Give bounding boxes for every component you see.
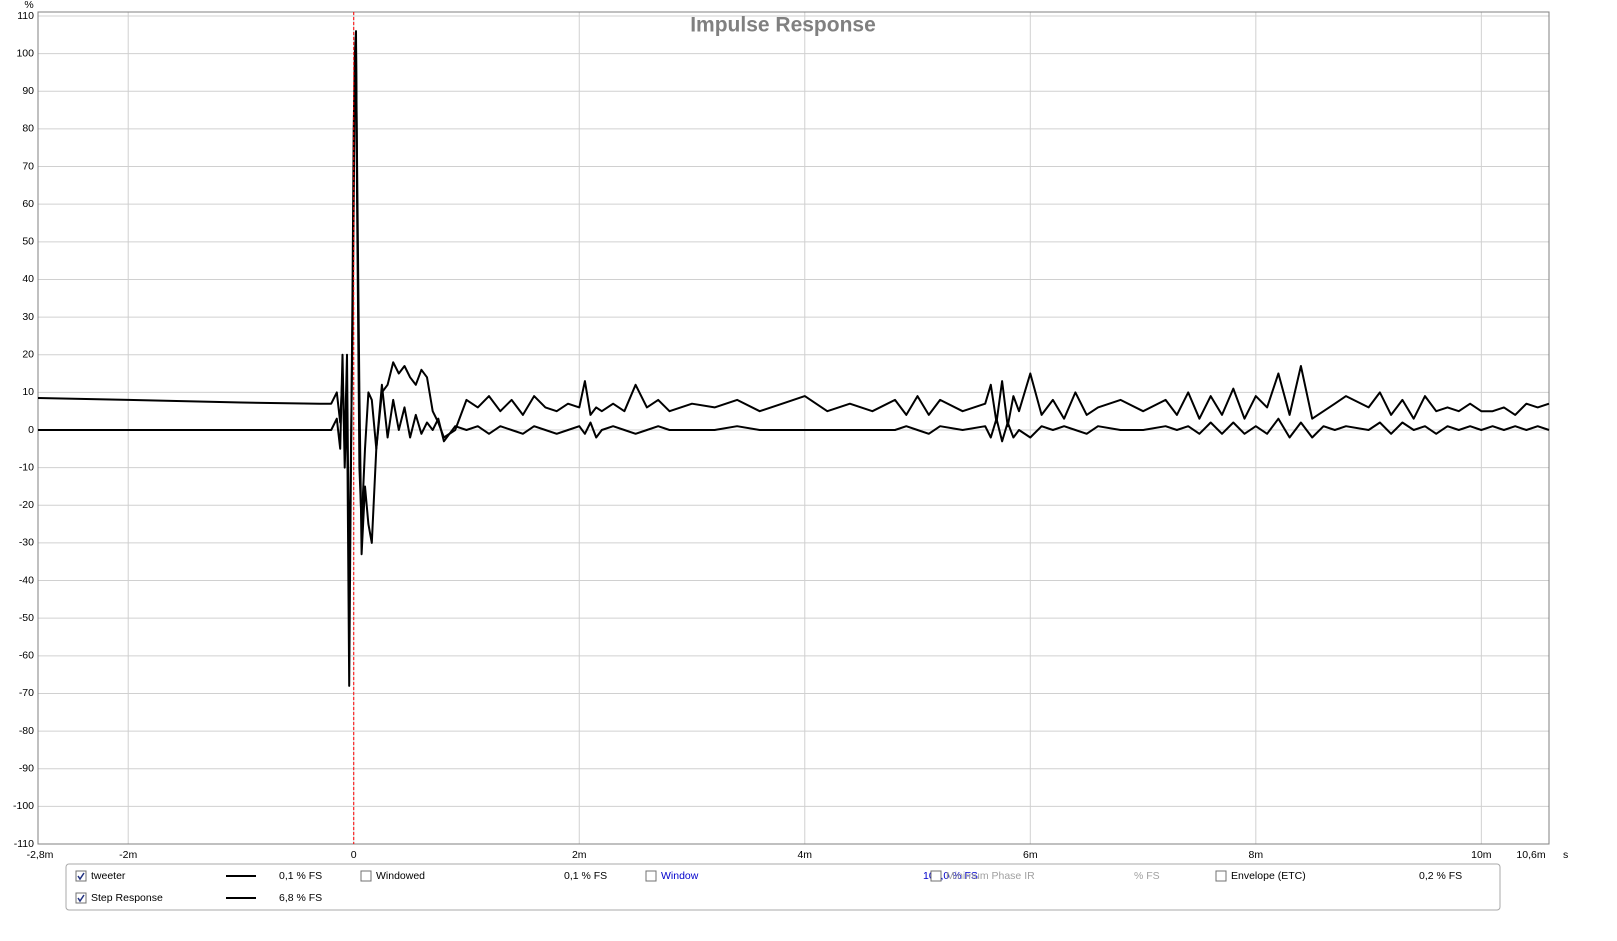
legend-panel bbox=[65, 863, 1501, 911]
y-tick-label: -40 bbox=[19, 574, 34, 586]
legend-label: tweeter bbox=[91, 870, 126, 882]
x-axis-unit: s bbox=[1563, 849, 1568, 861]
legend-item-label: Envelope (ETC) bbox=[1231, 870, 1306, 882]
y-tick-label: -50 bbox=[19, 612, 34, 624]
checkmark bbox=[77, 872, 85, 881]
checkbox[interactable] bbox=[1215, 870, 1227, 882]
chart-title: Impulse Response bbox=[690, 14, 876, 37]
x-tick-label: 6m bbox=[1023, 849, 1038, 861]
checkbox[interactable] bbox=[75, 870, 87, 882]
y-tick-label: 40 bbox=[22, 273, 34, 285]
y-tick-label: 80 bbox=[22, 123, 34, 135]
y-tick-label: -10 bbox=[19, 461, 34, 473]
checkmark bbox=[77, 894, 85, 903]
legend-level: 6,8 % FS bbox=[279, 892, 322, 904]
legend-item-label: Window bbox=[661, 870, 699, 882]
y-tick-label: -90 bbox=[19, 763, 34, 775]
y-tick-label: 100 bbox=[16, 47, 34, 59]
legend-item-level: 0,2 % FS bbox=[1419, 870, 1462, 882]
y-tick-label: 50 bbox=[22, 236, 34, 248]
y-tick-label: -100 bbox=[13, 800, 34, 812]
legend-level: 0,1 % FS bbox=[279, 870, 322, 882]
y-tick-label: 60 bbox=[22, 198, 34, 210]
y-tick-label: -60 bbox=[19, 650, 34, 662]
legend-label: Step Response bbox=[91, 892, 163, 904]
y-tick-label: -20 bbox=[19, 499, 34, 511]
checkbox[interactable] bbox=[360, 870, 372, 882]
checkbox[interactable] bbox=[930, 870, 942, 882]
y-tick-label: 70 bbox=[22, 160, 34, 172]
y-tick-label: -80 bbox=[19, 725, 34, 737]
legend-item-label: Windowed bbox=[376, 870, 425, 882]
x-tick-label: -2,8m bbox=[27, 849, 54, 861]
x-tick-label: 10m bbox=[1471, 849, 1492, 861]
series-line bbox=[38, 30, 1550, 687]
y-axis-unit: % bbox=[24, 0, 33, 11]
series-line bbox=[37, 45, 1550, 601]
y-tick-label: 30 bbox=[22, 311, 34, 323]
y-tick-label: 10 bbox=[22, 386, 34, 398]
legend-item-label: Minimum Phase IR bbox=[946, 870, 1035, 882]
y-tick-label: 20 bbox=[22, 349, 34, 361]
x-tick-label: 8m bbox=[1249, 849, 1264, 861]
x-tick-label: 0 bbox=[351, 849, 357, 861]
y-tick-label: -30 bbox=[19, 537, 34, 549]
x-tick-label: 4m bbox=[797, 849, 812, 861]
legend-item-level: 0,1 % FS bbox=[564, 870, 607, 882]
legend-item-level: % FS bbox=[1134, 870, 1160, 882]
x-tick-label: -2m bbox=[119, 849, 137, 861]
y-tick-label: 110 bbox=[17, 10, 34, 22]
y-tick-label: 90 bbox=[22, 85, 34, 97]
plot-frame bbox=[37, 11, 1550, 845]
y-tick-label: -110 bbox=[14, 838, 34, 850]
x-tick-label: 2m bbox=[572, 849, 587, 861]
y-tick-label: -70 bbox=[19, 687, 34, 699]
y-tick-label: 0 bbox=[28, 424, 34, 436]
x-tick-label: 10,6m bbox=[1516, 849, 1545, 861]
checkbox[interactable] bbox=[645, 870, 657, 882]
checkbox[interactable] bbox=[75, 892, 87, 904]
